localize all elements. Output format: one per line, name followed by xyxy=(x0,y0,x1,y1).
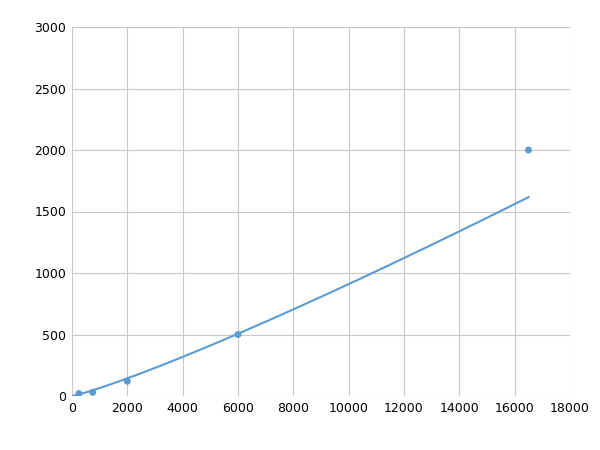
Point xyxy=(233,331,243,338)
Point xyxy=(524,146,533,153)
Point xyxy=(88,389,98,396)
Point xyxy=(122,378,132,385)
Point xyxy=(74,390,84,397)
